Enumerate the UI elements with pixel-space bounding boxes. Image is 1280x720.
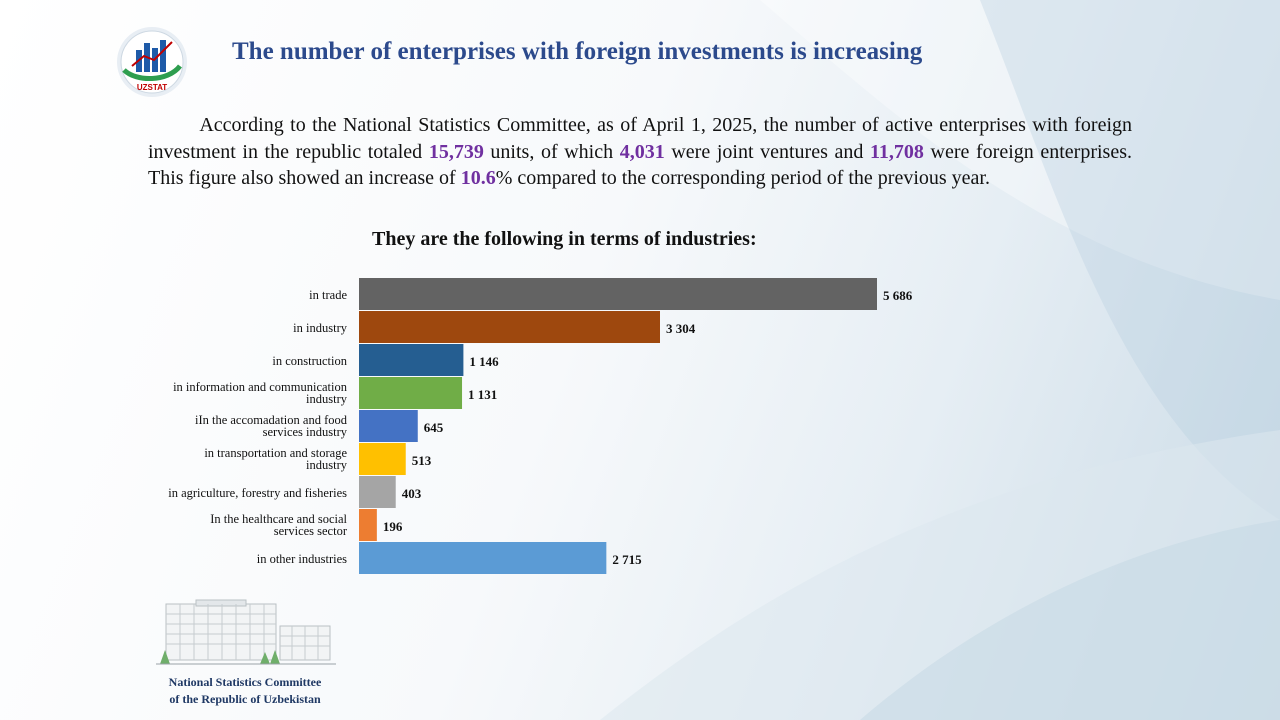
bar-4: [359, 410, 418, 442]
intro-text-4: were foreign enterprises. This figure al…: [148, 140, 1133, 190]
joint-ventures: 4,031: [619, 140, 665, 163]
category-label-1: in industry: [293, 321, 348, 335]
uzstat-logo: UZSTAT: [117, 27, 187, 97]
category-label-2: in construction: [272, 354, 347, 368]
building-illustration: [156, 599, 336, 665]
committee-caption: National Statistics Committee of the Rep…: [150, 674, 340, 708]
committee-line-2: of the Republic of Uzbekistan: [169, 692, 321, 706]
logo-text: UZSTAT: [137, 83, 167, 92]
bar-3: [359, 377, 463, 409]
total-enterprises: 15,739: [428, 140, 484, 163]
committee-line-1: National Statistics Committee: [168, 675, 322, 689]
category-label-4: iIn the accomadation and food services in…: [195, 413, 348, 439]
bar-8: [359, 542, 607, 574]
category-label-5: in transportation and storage industry: [204, 446, 347, 472]
bar-6: [359, 476, 396, 508]
intro-text-5: % compared to the corresponding period o…: [495, 167, 990, 189]
increase-percent: 10.6: [460, 167, 496, 189]
category-label-8: in other industries: [257, 552, 347, 566]
value-label-2: 1 146: [469, 354, 499, 369]
value-label-7: 196: [383, 519, 403, 534]
bar-7: [359, 509, 377, 541]
value-label-0: 5 686: [883, 288, 913, 303]
category-label-6: in agriculture, forestry and fisheries: [168, 486, 347, 500]
value-label-6: 403: [402, 486, 422, 501]
bar-0: [359, 278, 877, 310]
intro-paragraph: According to the National Statistics Com…: [148, 112, 1132, 192]
value-label-1: 3 304: [666, 321, 696, 336]
intro-text-1: According to the National Statistics Com…: [148, 114, 1133, 163]
bar-5: [359, 443, 406, 475]
value-label-8: 2 715: [612, 552, 642, 567]
intro-text-3: were joint ventures and: [664, 140, 870, 163]
foreign-enterprises: 11,708: [870, 140, 924, 163]
chart-subtitle: They are the following in terms of indus…: [372, 228, 757, 250]
page-title: The number of enterprises with foreign i…: [232, 38, 923, 65]
value-label-4: 645: [424, 420, 444, 435]
category-label-0: in trade: [309, 288, 347, 302]
bar-2: [359, 344, 464, 376]
intro-text-2: units, of which: [483, 140, 620, 163]
category-label-7: In the healthcare and social services sec…: [210, 512, 348, 538]
category-label-3: in information and communication industry: [173, 380, 348, 406]
value-label-5: 513: [412, 453, 432, 468]
value-label-3: 1 131: [468, 387, 497, 402]
bar-1: [359, 311, 660, 343]
